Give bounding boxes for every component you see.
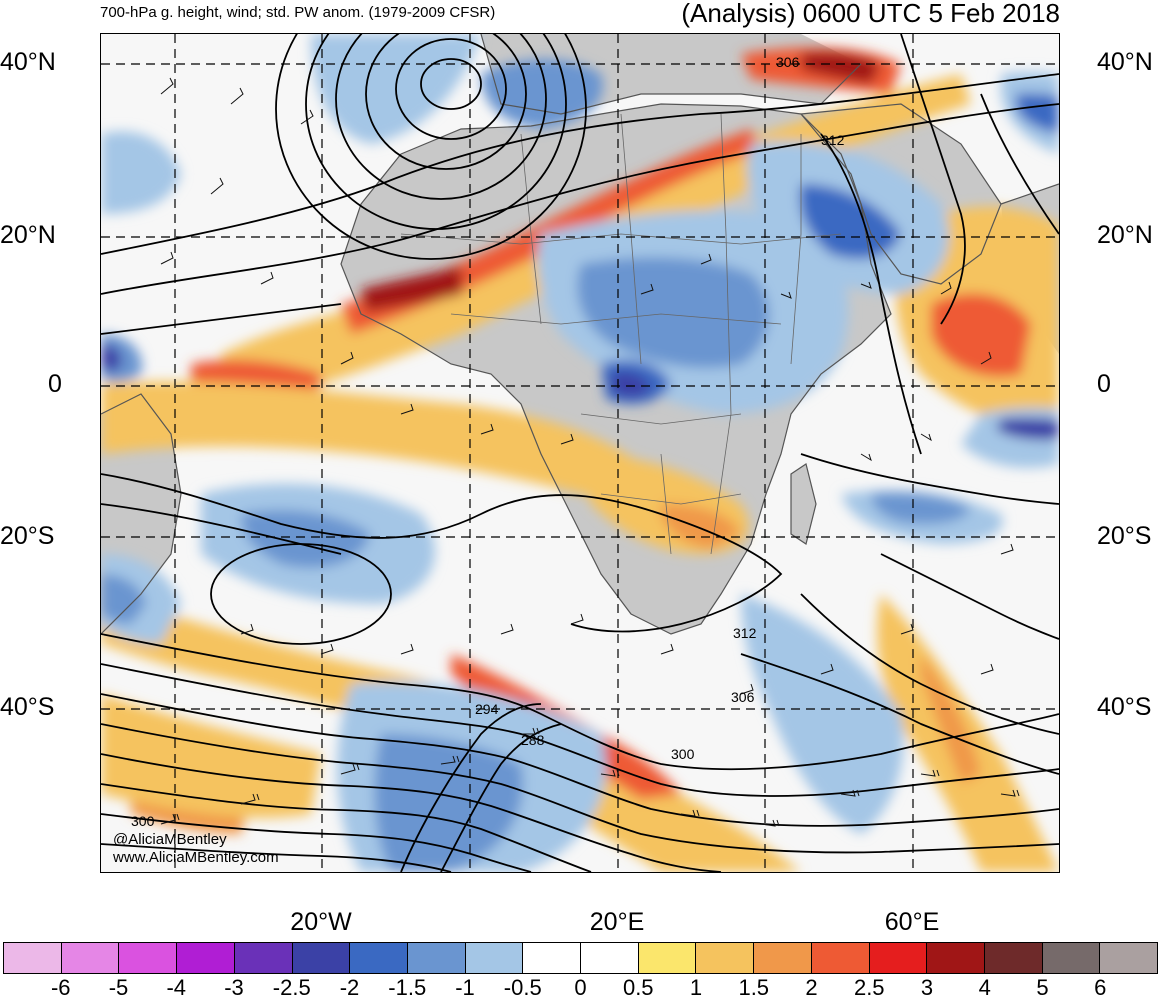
colorbar-label: 1.5 bbox=[738, 975, 770, 1000]
title-right: (Analysis) 0600 UTC 5 Feb 2018 bbox=[681, 0, 1060, 28]
contour-label: 300 bbox=[671, 746, 695, 762]
colorbar-label: 2.5 bbox=[853, 975, 885, 1000]
lat-label-20n-right: 20°N bbox=[1097, 221, 1153, 249]
colorbar-label: 3 bbox=[920, 975, 934, 1000]
colorbar-label: 2 bbox=[805, 975, 818, 1000]
colorbar-segment bbox=[407, 943, 466, 973]
colorbar-segment bbox=[869, 943, 928, 973]
wind-barbs bbox=[160, 77, 1020, 827]
credit-site: www.AliciaMBentley.com bbox=[113, 849, 279, 866]
colorbar-label: -6 bbox=[50, 975, 71, 1000]
colorbar-label: 0.5 bbox=[622, 975, 654, 1000]
madagascar-landmass bbox=[791, 464, 816, 544]
colorbar-label: -0.5 bbox=[503, 975, 542, 1000]
credit-handle: @AliciaMBentley bbox=[113, 831, 227, 848]
lat-label-eq-left: 0 bbox=[48, 370, 62, 398]
lat-label-40s-left: 40°S bbox=[0, 693, 55, 721]
lat-label-20n-left: 20°N bbox=[0, 221, 56, 249]
contour-label: 312 bbox=[821, 132, 845, 148]
colorbar-label: -1 bbox=[455, 975, 475, 1000]
colorbar-segment bbox=[119, 943, 178, 973]
colorbar-segment bbox=[177, 943, 235, 973]
colorbar-segment bbox=[638, 943, 697, 973]
contour-label: 294 bbox=[475, 701, 499, 717]
colorbar-label: -5 bbox=[108, 975, 129, 1000]
colorbar-label: 6 bbox=[1094, 975, 1107, 1000]
title-left: 700-hPa g. height, wind; std. PW anom. (… bbox=[100, 4, 496, 21]
colorbar-segment bbox=[1100, 943, 1158, 973]
lon-label-20w: 20°W bbox=[290, 908, 352, 936]
contour-label: 312 bbox=[733, 625, 757, 641]
contour-label: 288 bbox=[521, 732, 545, 748]
colorbar-segment bbox=[292, 943, 351, 973]
contour-labels: 306 312 312 306 300 294 288 300 bbox=[131, 54, 845, 829]
colorbar-label: -4 bbox=[166, 975, 187, 1000]
colorbar-segment bbox=[465, 943, 524, 973]
lon-label-60e: 60°E bbox=[884, 908, 940, 936]
colorbar-label: 5 bbox=[1036, 975, 1049, 1000]
colorbar-label: -2 bbox=[339, 975, 360, 1000]
colorbar-segment bbox=[1042, 943, 1101, 973]
colorbar bbox=[3, 942, 1158, 974]
lat-label-40n-left: 40°N bbox=[0, 48, 56, 76]
height-contours bbox=[101, 34, 1059, 872]
contour-label: 300 bbox=[131, 813, 155, 829]
graticule bbox=[101, 34, 1059, 872]
lat-label-40n-right: 40°N bbox=[1097, 48, 1153, 76]
colorbar-segment bbox=[927, 943, 985, 973]
lat-label-eq-right: 0 bbox=[1097, 370, 1111, 398]
weather-map: 306 312 312 306 300 294 288 300 @AliciaM… bbox=[100, 33, 1060, 873]
colorbar-segment bbox=[581, 943, 639, 973]
colorbar-segment bbox=[350, 943, 408, 973]
contour-label: 306 bbox=[776, 54, 800, 70]
colorbar-segment bbox=[523, 943, 582, 973]
colorbar-segment bbox=[696, 943, 755, 973]
colorbar-label: 0 bbox=[574, 975, 587, 1000]
colorbar-label: 1 bbox=[689, 975, 703, 1000]
colorbar-segment bbox=[754, 943, 812, 973]
colorbar-label: -1.5 bbox=[388, 975, 427, 1000]
lat-label-20s-left: 20°S bbox=[0, 522, 55, 550]
colorbar-segment bbox=[4, 943, 62, 973]
colorbar-segment bbox=[811, 943, 870, 973]
colorbar-segment bbox=[61, 943, 120, 973]
colorbar-segment bbox=[234, 943, 293, 973]
lat-label-20s-right: 20°S bbox=[1097, 522, 1152, 550]
colorbar-label: 4 bbox=[978, 975, 991, 1000]
colorbar-label: -3 bbox=[224, 975, 244, 1000]
colorbar-segment bbox=[984, 943, 1043, 973]
lon-label-20e: 20°E bbox=[589, 908, 645, 936]
map-canvas: 306 312 312 306 300 294 288 300 bbox=[101, 34, 1059, 872]
country-borders bbox=[400, 113, 842, 555]
colorbar-label: -2.5 bbox=[272, 975, 311, 1000]
lat-label-40s-right: 40°S bbox=[1097, 693, 1152, 721]
contour-label: 306 bbox=[731, 689, 755, 705]
